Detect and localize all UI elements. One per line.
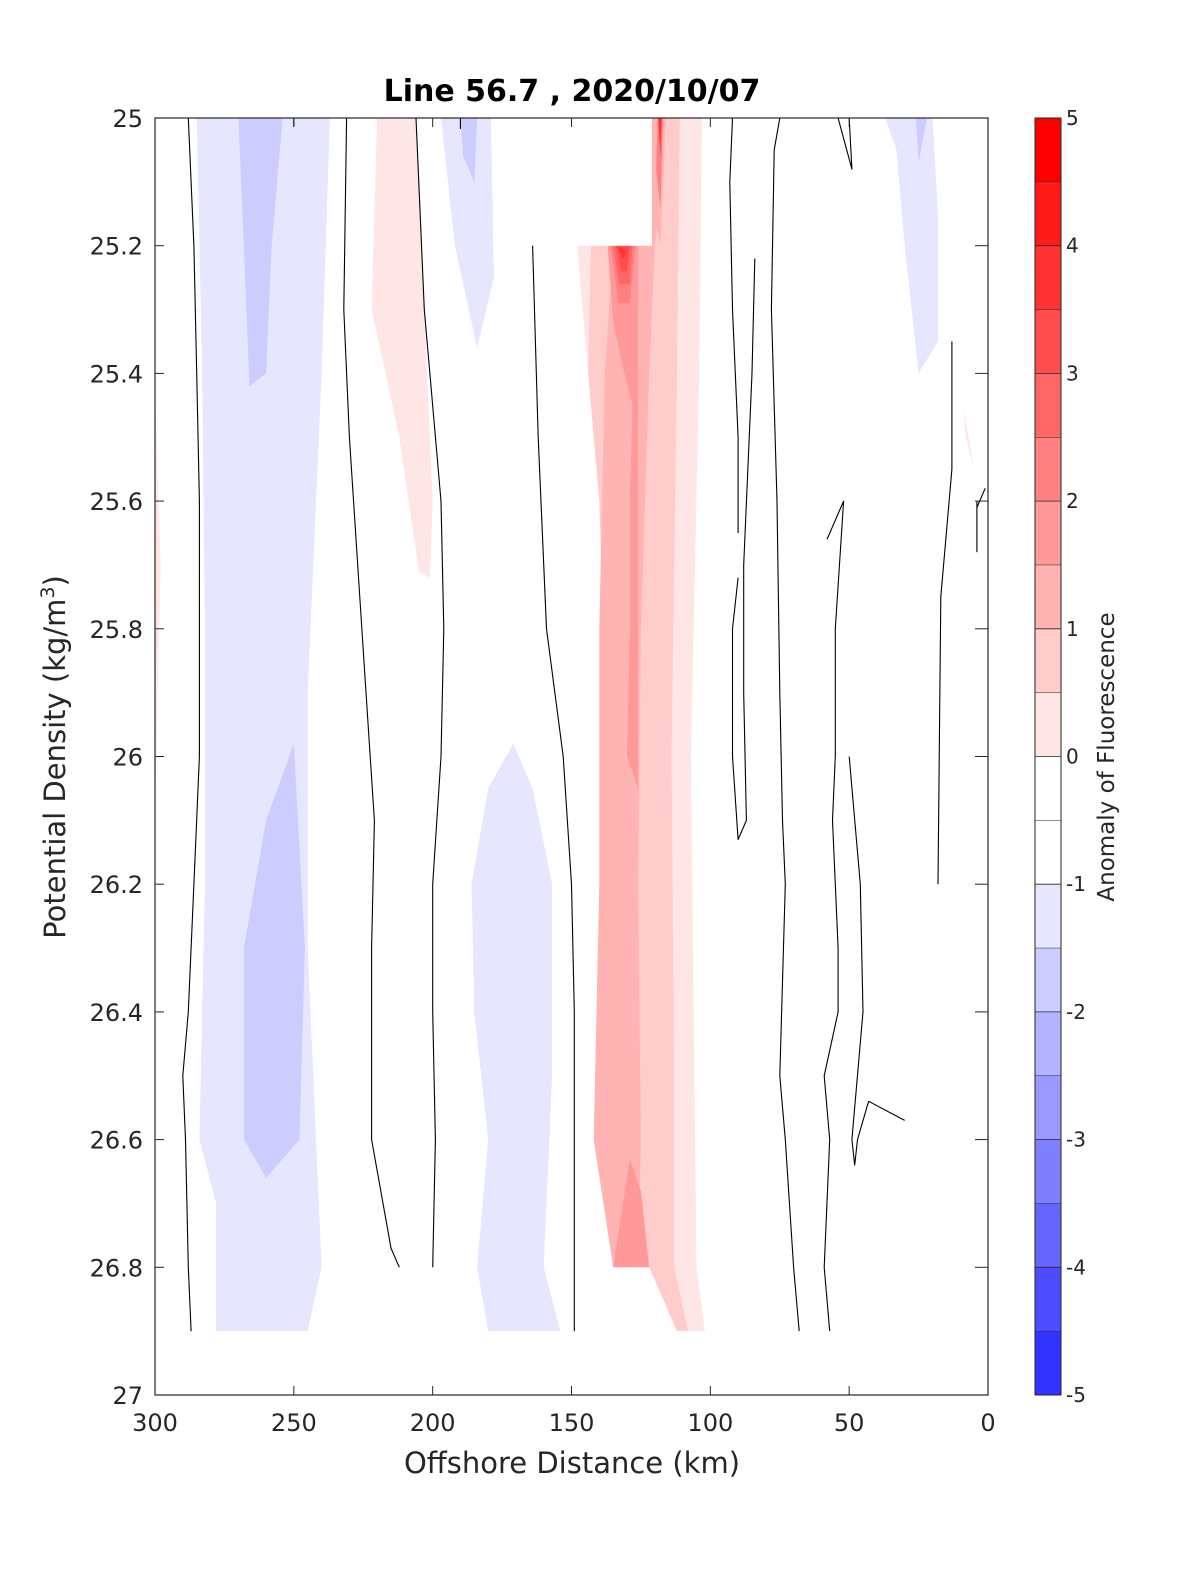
colorbar-block	[1035, 1011, 1061, 1076]
x-axis-label: Offshore Distance (km)	[404, 1446, 740, 1480]
contour-region-neg-core-east	[915, 118, 927, 163]
contour-line-contour-c	[343, 118, 400, 1268]
y-tick-label: 26	[112, 744, 143, 772]
contour-lines	[182, 118, 986, 1332]
contour-region-pos-top-2	[656, 118, 664, 208]
contour-line-contour-f	[532, 245, 575, 1332]
contour-line-contour-i	[731, 258, 756, 841]
colorbar-tick-label: -5	[1066, 1383, 1086, 1407]
colorbar-block	[1035, 437, 1061, 502]
colorbar-block	[1035, 1331, 1061, 1395]
colorbar-tick-label: -2	[1066, 1000, 1086, 1024]
x-tick-label: 150	[549, 1409, 595, 1437]
contour-region-pos-sliver-right	[963, 405, 975, 470]
x-tick-label: 100	[687, 1409, 733, 1437]
y-tick-label: 26.2	[90, 871, 143, 899]
colorbar-tick-label: -3	[1066, 1128, 1086, 1152]
colorbar-blocks	[1035, 118, 1061, 1395]
colorbar-tick-label: 5	[1066, 106, 1079, 130]
colorbar-block	[1035, 501, 1061, 565]
colorbar-block	[1035, 1139, 1061, 1204]
colorbar-tick-label: 1	[1066, 617, 1079, 641]
contour-line-contour-a	[182, 118, 200, 1332]
filled-contours	[155, 118, 988, 1395]
axis-ticks: 300 250 200 150 100 50 0 25 25.2 25.4 25.6 25.8 26 26…	[90, 105, 996, 1437]
colorbar-block	[1035, 884, 1061, 949]
contour-line-contour-d	[415, 118, 445, 1268]
chart-title: Line 56.7 , 2020/10/07	[384, 74, 761, 109]
y-tick-label: 27	[112, 1382, 143, 1410]
y-tick-label: 25.8	[90, 616, 143, 644]
x-tick-label: 200	[410, 1409, 456, 1437]
contour-region-pos-sliver-left	[155, 392, 161, 808]
blank-region-no-data-top	[554, 118, 652, 246]
contour-region-pos-band-west	[371, 118, 433, 578]
x-tick-label: 0	[980, 1409, 995, 1437]
contour-region-pos-core-lower	[613, 1158, 650, 1268]
x-tick-label: 250	[271, 1409, 317, 1437]
plot-area: 300 250 200 150 100 50 0 25 25.2 25.4 25.6 25.8 26 26…	[90, 105, 996, 1437]
contour-line-contour-m	[937, 341, 953, 885]
y-axis-label-text: Potential Density (kg/m	[38, 599, 72, 939]
colorbar-block	[1035, 564, 1061, 629]
y-axis-label-superscript: 3	[37, 586, 59, 598]
contour-region-pos-core-upper	[607, 245, 639, 789]
y-tick-label: 25.4	[90, 360, 143, 388]
colorbar-block	[1035, 373, 1061, 438]
colorbar-block	[1035, 1267, 1061, 1332]
contour-region-neg-core-west-upper	[238, 118, 283, 387]
colorbar-block	[1035, 692, 1061, 757]
colorbar-tick-label: 0	[1066, 745, 1079, 769]
colorbar: 5 4 3 2 1 0 -1 -2 -3 -4 -5 Anomaly of Fluorescence	[1034, 106, 1120, 1407]
y-tick-label: 26.6	[90, 1127, 143, 1155]
x-tick-label: 50	[834, 1409, 865, 1437]
contour-line-contour-g	[770, 118, 800, 1332]
colorbar-block	[1035, 628, 1061, 693]
colorbar-tick-label: 2	[1066, 489, 1079, 513]
colorbar-block	[1035, 118, 1061, 182]
y-tick-label: 26.4	[90, 999, 143, 1027]
contour-line-contour-h	[729, 118, 739, 533]
blank-region-no-data-bottom	[155, 1331, 988, 1395]
contour-region-neg-band-upper-mid	[441, 118, 494, 348]
x-tick-label: 300	[132, 1409, 178, 1437]
y-axis-label: Potential Density (kg/m3)	[37, 575, 72, 939]
contour-line-contour-j	[837, 118, 853, 170]
contour-region-neg-band-east	[885, 118, 938, 374]
colorbar-tick-label: -1	[1066, 872, 1086, 896]
contour-line-contour-l	[848, 756, 905, 1166]
colorbar-label: Anomaly of Fluorescence	[1094, 612, 1120, 901]
colorbar-ticks: 5 4 3 2 1 0 -1 -2 -3 -4 -5	[1035, 106, 1086, 1407]
contour-line-contour-k	[823, 500, 845, 1332]
colorbar-block	[1035, 309, 1061, 374]
contour-line-contour-o	[976, 488, 986, 508]
y-tick-label: 25.6	[90, 488, 143, 516]
contour-region-pos-peak-4	[617, 245, 627, 259]
contour-region-neg-core-upper-mid	[460, 118, 478, 182]
colorbar-tick-label: 4	[1066, 234, 1079, 258]
y-tick-label: 25.2	[90, 233, 143, 261]
colorbar-block	[1035, 1203, 1061, 1268]
colorbar-tick-label: -4	[1066, 1255, 1086, 1279]
blank-region-no-data-right	[979, 501, 988, 1332]
colorbar-tick-label: 3	[1066, 361, 1079, 385]
colorbar-block	[1035, 948, 1061, 1012]
y-tick-label: 26.8	[90, 1254, 143, 1282]
colorbar-block	[1035, 1075, 1061, 1140]
y-axis-label-suffix: )	[38, 575, 72, 586]
colorbar-block	[1035, 245, 1061, 310]
contour-region-neg-core-west-lower	[243, 743, 305, 1178]
contour-region-pos-top-3	[658, 118, 662, 157]
colorbar-block	[1035, 181, 1061, 246]
contour-region-neg-band-lower-mid	[471, 743, 561, 1332]
colorbar-block	[1035, 756, 1061, 821]
plot-frame	[154, 117, 989, 1396]
colorbar-block	[1035, 820, 1061, 885]
y-tick-label: 25	[112, 105, 143, 133]
colorbar-frame	[1034, 117, 1062, 1396]
